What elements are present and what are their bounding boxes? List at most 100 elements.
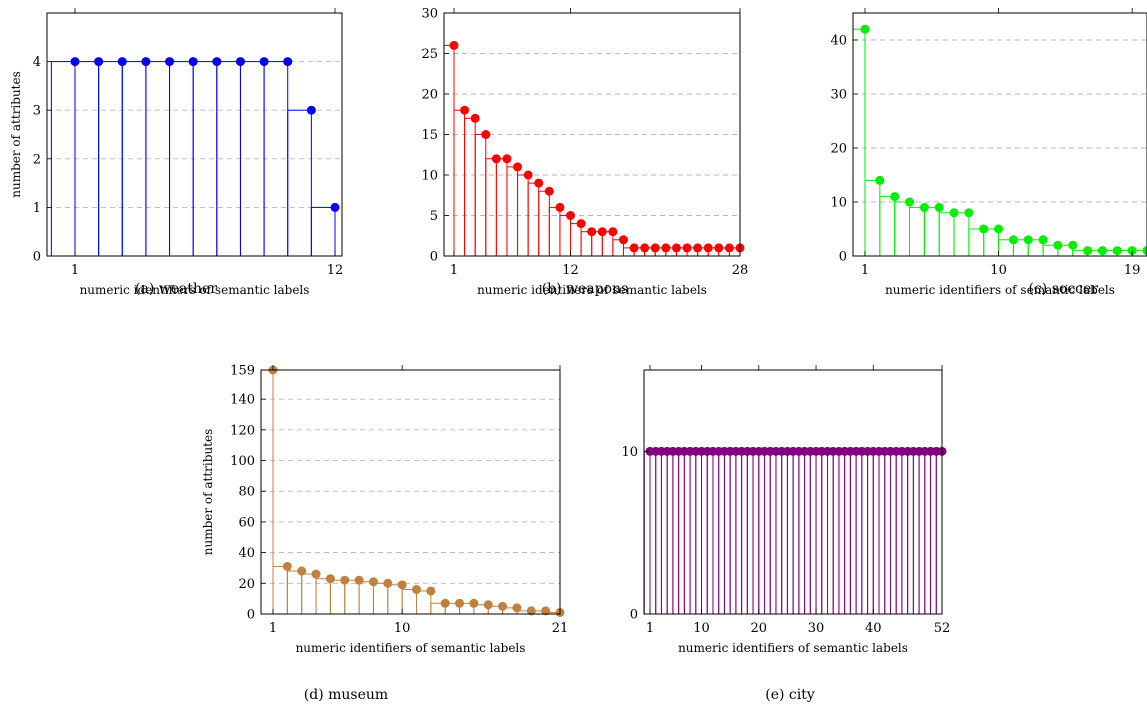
- bar: [864, 179, 881, 257]
- bar: [938, 212, 955, 257]
- bar: [912, 450, 920, 615]
- data-point: [354, 575, 364, 585]
- panel-caption: (c) soccer: [1029, 281, 1099, 297]
- data-point: [682, 243, 692, 253]
- bar: [443, 44, 455, 257]
- data-point: [306, 105, 316, 115]
- x-tick-label: 19: [1124, 263, 1141, 278]
- x-tick-label: 1: [269, 621, 277, 636]
- data-point: [491, 154, 501, 164]
- data-point: [534, 178, 544, 188]
- data-point: [661, 243, 671, 253]
- data-point: [919, 202, 929, 212]
- x-tick-label: 10: [990, 263, 1007, 278]
- bar: [527, 182, 540, 257]
- y-tick-label: 120: [230, 423, 255, 438]
- data-point: [368, 577, 378, 587]
- data-point: [483, 600, 493, 610]
- data-point: [949, 208, 959, 218]
- data-point: [860, 24, 870, 34]
- bar: [548, 206, 561, 257]
- data-point: [1142, 246, 1147, 256]
- bar: [758, 450, 766, 615]
- bar: [953, 212, 970, 257]
- bar: [344, 579, 360, 615]
- bar: [901, 450, 909, 615]
- bar: [506, 166, 519, 257]
- data-point: [576, 219, 586, 229]
- y-tick-label: 80: [238, 485, 255, 500]
- data-point: [964, 208, 974, 218]
- bar: [781, 450, 788, 615]
- x-tick-label: 21: [552, 621, 569, 636]
- data-point: [541, 606, 551, 616]
- data-point: [383, 578, 393, 588]
- data-point: [523, 170, 533, 180]
- bar: [867, 450, 874, 615]
- bar: [683, 450, 691, 615]
- bar: [50, 61, 76, 257]
- data-point: [94, 57, 104, 67]
- bar: [474, 134, 487, 257]
- data-point: [1127, 246, 1137, 256]
- y-tick-label: 20: [421, 88, 438, 103]
- x-axis-label: numeric identifiers of semantic labels: [885, 283, 1115, 297]
- bar: [894, 201, 911, 257]
- data-point: [498, 601, 508, 611]
- axes-frame: [46, 12, 343, 257]
- x-tick-label: 20: [751, 621, 768, 636]
- y-tick-label: 0: [247, 608, 255, 623]
- y-tick-label: 40: [238, 546, 255, 561]
- bar: [889, 450, 897, 615]
- x-tick-label: 1: [450, 263, 458, 278]
- data-point: [693, 243, 703, 253]
- x-axis-label: numeric identifiers of semantic labels: [80, 283, 310, 297]
- data-point: [426, 586, 436, 596]
- x-tick-label: 1: [646, 621, 654, 636]
- bar: [495, 158, 508, 257]
- x-tick-label: 52: [934, 621, 951, 636]
- data-point: [618, 235, 628, 245]
- bar: [453, 109, 466, 257]
- panel-e: 1 10 20 30 40 52 0 10 numeric identifiers of sem…: [621, 365, 950, 703]
- bar: [310, 206, 336, 257]
- bar: [930, 450, 937, 615]
- panel-caption: (b) weapons: [542, 281, 629, 297]
- bar: [287, 109, 312, 257]
- data-point: [994, 224, 1004, 234]
- bar: [678, 450, 685, 615]
- x-tick-label: 30: [808, 621, 825, 636]
- bar: [895, 450, 903, 615]
- data-point: [1083, 246, 1093, 256]
- y-tick-label: 30: [830, 88, 847, 103]
- bar: [301, 573, 317, 615]
- axes-frame: [643, 369, 943, 615]
- bar: [746, 450, 754, 615]
- data-point: [481, 130, 491, 139]
- data-point: [412, 584, 421, 594]
- y-tick-label: 100: [230, 454, 255, 469]
- data-point: [1097, 246, 1107, 256]
- bar: [538, 190, 550, 257]
- bar: [815, 450, 823, 615]
- bar: [884, 450, 891, 615]
- data-point: [212, 57, 222, 67]
- bar: [924, 450, 932, 615]
- panel-caption: (d) museum: [304, 687, 388, 703]
- data-point: [555, 202, 565, 212]
- bar: [372, 582, 389, 615]
- bar: [689, 450, 697, 615]
- panel-b: 1 12 28 0 5 10 15 20 25 30 numeric identifiers of …: [421, 7, 748, 298]
- data-point: [470, 113, 480, 123]
- y-tick-label: 40: [830, 34, 847, 49]
- bar: [260, 369, 274, 615]
- data-point: [629, 243, 639, 253]
- data-point: [259, 57, 269, 67]
- data-point: [235, 57, 245, 67]
- data-point: [449, 40, 459, 50]
- bar: [769, 450, 777, 615]
- y-tick-label: 10: [830, 196, 847, 211]
- data-point: [1112, 246, 1122, 256]
